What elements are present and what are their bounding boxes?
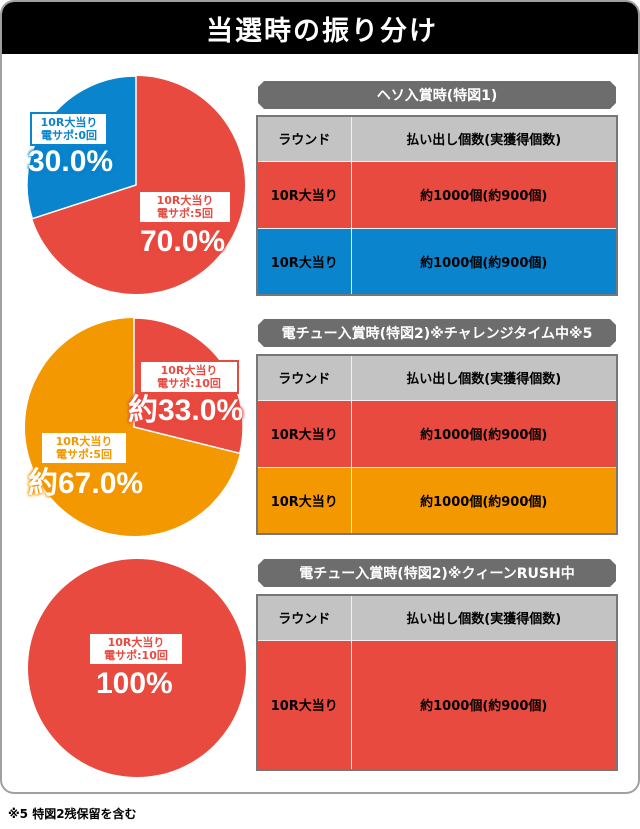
table-row: 10R大当り 約1000個(約900個) <box>256 227 618 296</box>
label-line2: 電サポ:0回 <box>40 129 98 142</box>
section-heading-challenge: 電チュー入賞時(特図2)※チャレンジタイム中※5 <box>258 319 616 347</box>
col-header-payout: 払い出し個数(実獲得個数) <box>350 115 618 162</box>
pie-chart-challenge <box>23 316 245 538</box>
page-title: 当選時の振り分け <box>2 2 638 54</box>
label-line1: 10R大当り <box>55 435 113 448</box>
section-heading-rush: 電チュー入賞時(特図2)※クィーンRUSH中 <box>258 559 616 587</box>
payout-cell: 約1000個(約900個) <box>350 399 618 468</box>
label-line1: 10R大当り <box>107 636 165 649</box>
table-row: 10R大当り 約1000個(約900個) <box>256 466 618 535</box>
pie1-pct-blue: 30.0% <box>28 145 114 178</box>
payout-cell: 約1000個(約900個) <box>350 639 618 771</box>
pie2-pct-orange: 約67.0% <box>28 467 144 500</box>
label-line2: 電サポ:5回 <box>55 448 113 461</box>
footnote: ※5 特図2残保留を含む <box>8 807 137 821</box>
round-cell: 10R大当り <box>256 227 352 296</box>
payout-cell: 約1000個(約900個) <box>350 160 618 229</box>
pie2-label-orange: 10R大当り 電サポ:5回 <box>42 433 126 463</box>
payout-table-rush: ラウンド 払い出し個数(実獲得個数) 10R大当り 約1000個(約900個) <box>256 594 618 771</box>
col-header-round: ラウンド <box>256 354 352 401</box>
pie-chart-heso <box>25 74 247 296</box>
round-cell: 10R大当り <box>256 160 352 229</box>
round-cell: 10R大当り <box>256 466 352 535</box>
label-line1: 10R大当り <box>160 364 218 377</box>
pie3-pct-red: 100% <box>96 667 173 700</box>
label-line2: 電サポ:10回 <box>157 377 221 390</box>
pie1-label-red: 10R大当り 電サポ:5回 <box>140 192 230 222</box>
col-header-payout: 払い出し個数(実獲得個数) <box>350 354 618 401</box>
section-heading-heso: ヘソ入賞時(特図1) <box>258 81 616 109</box>
pie-chart-rush <box>27 558 247 778</box>
label-line1: 10R大当り <box>40 116 98 129</box>
pie1-label-blue: 10R大当り 電サポ:0回 <box>30 112 108 146</box>
col-header-round: ラウンド <box>256 594 352 641</box>
pie1-pct-red: 70.0% <box>140 225 226 258</box>
round-cell: 10R大当り <box>256 639 352 771</box>
label-line2: 電サポ:10回 <box>104 649 168 662</box>
payout-table-heso: ラウンド 払い出し個数(実獲得個数) 10R大当り 約1000個(約900個) … <box>256 115 618 296</box>
label-line2: 電サポ:5回 <box>156 207 214 220</box>
col-header-payout: 払い出し個数(実獲得個数) <box>350 594 618 641</box>
pie2-pct-red: 約33.0% <box>128 394 244 427</box>
col-header-round: ラウンド <box>256 115 352 162</box>
table-row: 10R大当り 約1000個(約900個) <box>256 639 618 771</box>
round-cell: 10R大当り <box>256 399 352 468</box>
table-header-row: ラウンド 払い出し個数(実獲得個数) <box>256 354 618 401</box>
label-line1: 10R大当り <box>156 194 214 207</box>
table-row: 10R大当り 約1000個(約900個) <box>256 160 618 229</box>
distribution-panel: 当選時の振り分け 10R大当り 電サポ:0回 30.0% 10R大当り 電サポ:… <box>0 0 640 794</box>
table-header-row: ラウンド 払い出し個数(実獲得個数) <box>256 594 618 641</box>
table-header-row: ラウンド 払い出し個数(実獲得個数) <box>256 115 618 162</box>
pie2-label-red: 10R大当り 電サポ:10回 <box>139 360 239 394</box>
payout-table-challenge: ラウンド 払い出し個数(実獲得個数) 10R大当り 約1000個(約900個) … <box>256 354 618 535</box>
table-row: 10R大当り 約1000個(約900個) <box>256 399 618 468</box>
payout-cell: 約1000個(約900個) <box>350 466 618 535</box>
payout-cell: 約1000個(約900個) <box>350 227 618 296</box>
pie3-label-red: 10R大当り 電サポ:10回 <box>90 634 182 664</box>
